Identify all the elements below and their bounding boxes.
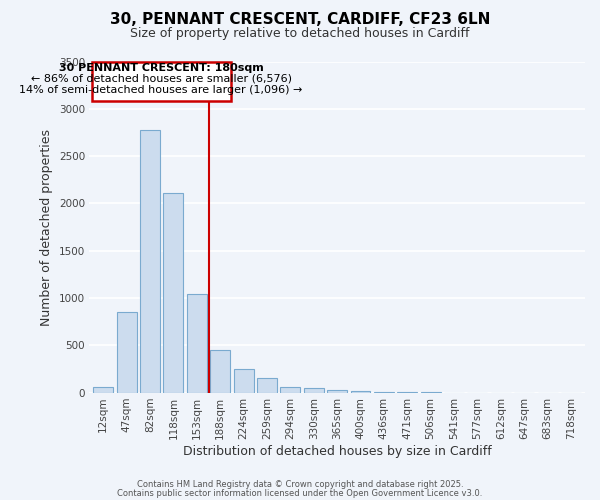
Bar [350, 391, 370, 392]
Bar [163, 193, 184, 392]
Bar [117, 312, 137, 392]
Text: 30, PENNANT CRESCENT, CARDIFF, CF23 6LN: 30, PENNANT CRESCENT, CARDIFF, CF23 6LN [110, 12, 490, 28]
Text: 30 PENNANT CRESCENT: 180sqm: 30 PENNANT CRESCENT: 180sqm [59, 62, 263, 72]
Text: Size of property relative to detached houses in Cardiff: Size of property relative to detached ho… [130, 28, 470, 40]
Y-axis label: Number of detached properties: Number of detached properties [40, 128, 53, 326]
Bar [257, 378, 277, 392]
Bar [327, 390, 347, 392]
Text: ← 86% of detached houses are smaller (6,576): ← 86% of detached houses are smaller (6,… [31, 74, 292, 84]
Text: Contains HM Land Registry data © Crown copyright and database right 2025.: Contains HM Land Registry data © Crown c… [137, 480, 463, 489]
Bar [210, 350, 230, 393]
Bar [187, 294, 207, 392]
Bar [233, 370, 254, 392]
Bar [304, 388, 323, 392]
Bar [92, 62, 231, 101]
X-axis label: Distribution of detached houses by size in Cardiff: Distribution of detached houses by size … [183, 444, 491, 458]
Text: 14% of semi-detached houses are larger (1,096) →: 14% of semi-detached houses are larger (… [19, 85, 303, 95]
Bar [94, 388, 113, 392]
Text: Contains public sector information licensed under the Open Government Licence v3: Contains public sector information licen… [118, 488, 482, 498]
Bar [140, 130, 160, 392]
Bar [280, 386, 300, 392]
